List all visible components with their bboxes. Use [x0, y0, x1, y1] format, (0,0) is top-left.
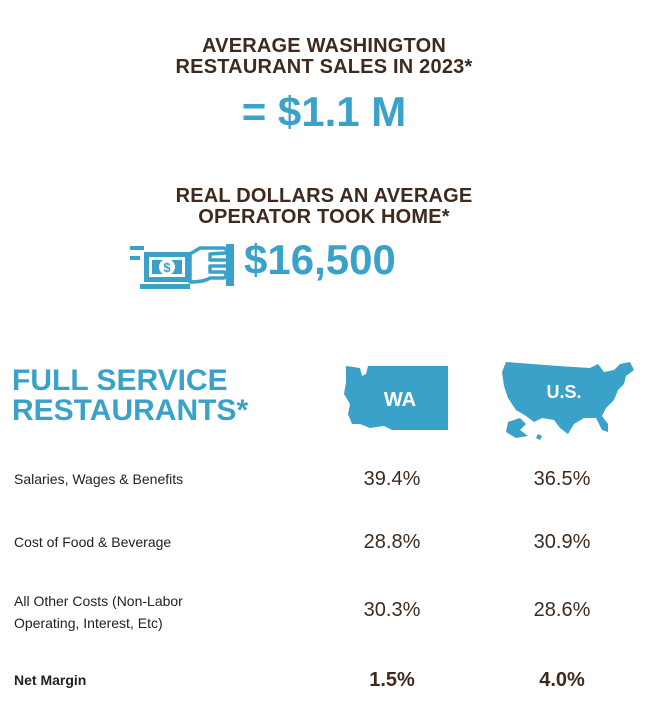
- section-title-line1: FULL SERVICE: [12, 364, 228, 397]
- row-label-net-margin: Net Margin: [14, 669, 86, 691]
- col-wa-label: WA: [384, 389, 416, 411]
- row-food-us: 30.9%: [533, 531, 591, 553]
- washington-map-icon: WA: [344, 366, 448, 430]
- row-other-us: 28.6%: [533, 599, 591, 621]
- col-us-label: U.S.: [546, 382, 581, 402]
- row-net-margin-us: 4.0%: [539, 669, 585, 691]
- row-other-wa: 30.3%: [363, 599, 421, 621]
- avg-sales-heading-line1: AVERAGE WASHINGTON: [202, 35, 446, 57]
- row-label-line1: All Other Costs (Non-Labor: [14, 593, 183, 609]
- row-label-other: All Other Costs (Non-Labor Operating, In…: [14, 590, 183, 634]
- row-label-line: Cost of Food & Beverage: [14, 534, 172, 550]
- avg-sales-heading: AVERAGE WASHINGTON RESTAURANT SALES IN 2…: [0, 36, 648, 78]
- row-label-food: Cost of Food & Beverage: [14, 531, 171, 553]
- svg-text:$: $: [163, 260, 171, 275]
- us-map-icon: U.S.: [502, 362, 634, 440]
- row-salaries-us: 36.5%: [533, 468, 591, 490]
- row-label-line: Net Margin: [14, 672, 87, 688]
- section-title-line2: RESTAURANTS*: [12, 394, 249, 427]
- avg-sales-value: = $1.1 M: [241, 88, 407, 135]
- row-salaries-wa: 39.4%: [363, 468, 421, 490]
- take-home-heading: REAL DOLLARS AN AVERAGE OPERATOR TOOK HO…: [0, 186, 648, 228]
- row-label-salaries: Salaries, Wages & Benefits: [14, 468, 183, 490]
- take-home-heading-line2: OPERATOR TOOK HOME*: [198, 206, 450, 228]
- row-label-line: Salaries, Wages & Benefits: [14, 471, 184, 487]
- row-food-wa: 28.8%: [363, 531, 421, 553]
- avg-sales-heading-line2: RESTAURANT SALES IN 2023*: [175, 56, 473, 78]
- row-label-line2: Operating, Interest, Etc): [14, 615, 163, 631]
- money-hand-icon: $: [130, 244, 234, 289]
- row-net-margin-wa: 1.5%: [369, 669, 415, 691]
- take-home-heading-line1: REAL DOLLARS AN AVERAGE: [175, 185, 473, 207]
- take-home-value: $16,500: [244, 236, 396, 283]
- section-title: FULL SERVICE RESTAURANTS*: [12, 366, 248, 426]
